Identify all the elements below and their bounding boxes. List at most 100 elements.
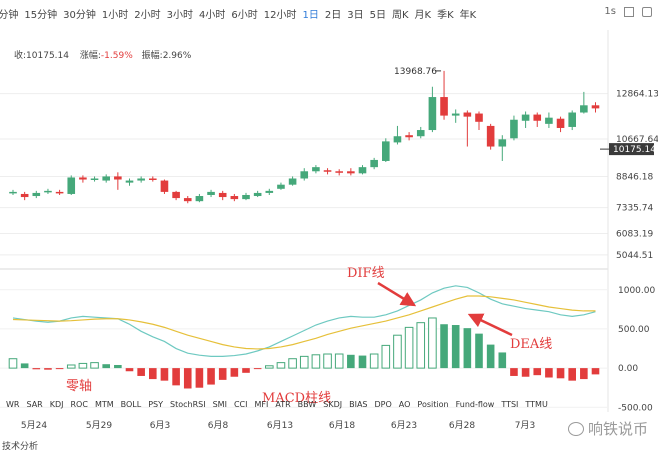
price-tick-3: 7335.74 xyxy=(616,204,653,214)
indicator-tab-ttsi[interactable]: TTSI xyxy=(501,400,519,409)
price-tick-0: 12864.13 xyxy=(616,90,658,100)
macd-bar-3 xyxy=(44,368,52,370)
indicator-tab-mtm[interactable]: MTM xyxy=(94,400,114,409)
timeframe-3[interactable]: 1小时 xyxy=(101,9,129,21)
indicator-tab-ttmu[interactable]: TTMU xyxy=(525,400,548,409)
macd-bar-26 xyxy=(311,354,321,369)
macd-tick-1: 500.00 xyxy=(618,325,650,335)
macd-bar-19 xyxy=(230,368,239,377)
macd-bar-6 xyxy=(78,362,88,369)
indicator-tab-psy[interactable]: PSY xyxy=(148,400,164,409)
timeframe-7[interactable]: 6小时 xyxy=(231,9,258,21)
candle-body-28 xyxy=(335,171,343,173)
timeframe-11[interactable]: 3日 xyxy=(347,9,364,21)
indicator-tab-mfi[interactable]: MFI xyxy=(254,400,269,409)
indicator-tab-roc[interactable]: ROC xyxy=(70,400,88,409)
timeframe-15[interactable]: 季K xyxy=(437,9,454,21)
macd-bar-24 xyxy=(288,358,297,369)
timeframe-8[interactable]: 12小时 xyxy=(263,9,297,21)
indicator-tab-smi[interactable]: SMI xyxy=(212,400,227,409)
tech-analysis-label[interactable]: 技术分析 xyxy=(2,442,39,452)
indicator-tab-kdj[interactable]: KDJ xyxy=(49,400,64,409)
indicator-tab-sar[interactable]: SAR xyxy=(26,400,43,409)
candle-body-13 xyxy=(160,180,169,192)
candle-body-16 xyxy=(195,196,204,202)
timeframe-16[interactable]: 年K xyxy=(459,9,477,21)
close-label: 收: xyxy=(14,51,27,61)
candle-body-50 xyxy=(591,105,600,109)
candle-body-40 xyxy=(475,113,483,122)
settings-icon[interactable] xyxy=(642,6,652,17)
amplitude-label: 振幅: xyxy=(141,51,163,61)
macd-bar-15 xyxy=(183,368,192,389)
indicator-tab-ao[interactable]: AO xyxy=(398,400,411,409)
macd-bar-2 xyxy=(32,368,41,370)
timeframe-13[interactable]: 周K xyxy=(391,9,409,21)
date-label-6: 6月23 xyxy=(391,420,417,431)
macd-bar-44 xyxy=(521,368,530,377)
refresh-interval[interactable]: 1s xyxy=(604,6,616,17)
macd-bar-28 xyxy=(334,353,344,369)
macd-bar-27 xyxy=(323,353,332,369)
candle-body-23 xyxy=(277,184,285,189)
candle-body-48 xyxy=(568,112,576,127)
macd-bar-40 xyxy=(475,333,483,369)
indicator-tab-atr[interactable]: ATR xyxy=(275,400,291,409)
macd-bar-42 xyxy=(498,352,507,369)
indicator-tab-boll[interactable]: BOLL xyxy=(120,400,142,409)
timeframe-0[interactable]: 3分钟 xyxy=(0,9,19,21)
timeframe-6[interactable]: 4小时 xyxy=(198,9,226,21)
macd-bar-47 xyxy=(556,368,565,379)
indicator-tab-cci[interactable]: CCI xyxy=(233,400,248,409)
dea-arrow xyxy=(467,313,513,337)
timeframe-5[interactable]: 3小时 xyxy=(166,9,193,21)
candle-body-29 xyxy=(347,171,355,174)
macd-bar-33 xyxy=(393,334,402,369)
indicator-tab-position[interactable]: Position xyxy=(417,400,449,409)
timeframe-list: 3分钟 15分钟 30分钟 1小时 2小时 3小时 4小时 6小时 12小时 1日 2日 3日 5日周K… xyxy=(0,6,482,21)
zero-axis-annotation: 零轴 xyxy=(66,379,93,394)
indicator-tab-bias[interactable]: BIAS xyxy=(349,400,368,409)
macd-bar-9 xyxy=(114,364,122,369)
candle-body-9 xyxy=(114,176,122,180)
fullscreen-icon[interactable] xyxy=(624,6,634,17)
toolbar-right: 1s xyxy=(604,6,652,17)
macd-bar-23 xyxy=(276,362,286,369)
indicator-tab-skdj[interactable]: SKDJ xyxy=(323,400,343,409)
timeframe-2[interactable]: 30分钟 xyxy=(63,9,96,21)
macd-bar-7 xyxy=(90,362,99,369)
timeframe-12[interactable]: 5日 xyxy=(369,9,386,21)
timeframe-1[interactable]: 15分钟 xyxy=(24,9,58,21)
current-price-tag xyxy=(609,143,654,156)
candle-body-2 xyxy=(32,192,41,197)
macd-bar-46 xyxy=(545,368,553,378)
macd-bar-39 xyxy=(463,328,472,369)
macd-bar-35 xyxy=(416,322,426,369)
candle-body-45 xyxy=(533,114,542,121)
price-tick-4: 6083.19 xyxy=(616,229,653,239)
date-label-3: 6月8 xyxy=(208,420,229,431)
candle-body-43 xyxy=(510,119,518,139)
timeframe-9[interactable]: 1日 xyxy=(302,9,319,21)
macd-bar-12 xyxy=(149,368,157,380)
candle-body-38 xyxy=(451,113,460,116)
change-value: -1.59% xyxy=(100,51,133,61)
timeframe-4[interactable]: 2小时 xyxy=(134,9,161,21)
timeframe-10[interactable]: 2日 xyxy=(324,9,342,21)
close-value: 10175.14 xyxy=(26,51,69,61)
change-label: 涨幅: xyxy=(79,51,101,61)
candle-body-6 xyxy=(79,177,87,180)
indicator-tab-stochrsi[interactable]: StochRSI xyxy=(170,400,206,409)
macd-bar-50 xyxy=(591,368,600,375)
indicator-tab-bbw[interactable]: BBW xyxy=(297,400,317,409)
timeframe-14[interactable]: 月K xyxy=(414,9,432,21)
candle-body-3 xyxy=(44,190,52,193)
dif-annotation: DIF线 xyxy=(347,266,385,281)
macd-bar-17 xyxy=(207,368,215,385)
indicator-tab-fund-flow[interactable]: Fund-flow xyxy=(455,400,495,409)
indicator-tab-wr[interactable]: WR xyxy=(6,400,20,409)
indicator-tab-dpo[interactable]: DPO xyxy=(374,400,392,409)
candle-body-26 xyxy=(312,167,320,172)
candle-body-46 xyxy=(545,117,553,124)
